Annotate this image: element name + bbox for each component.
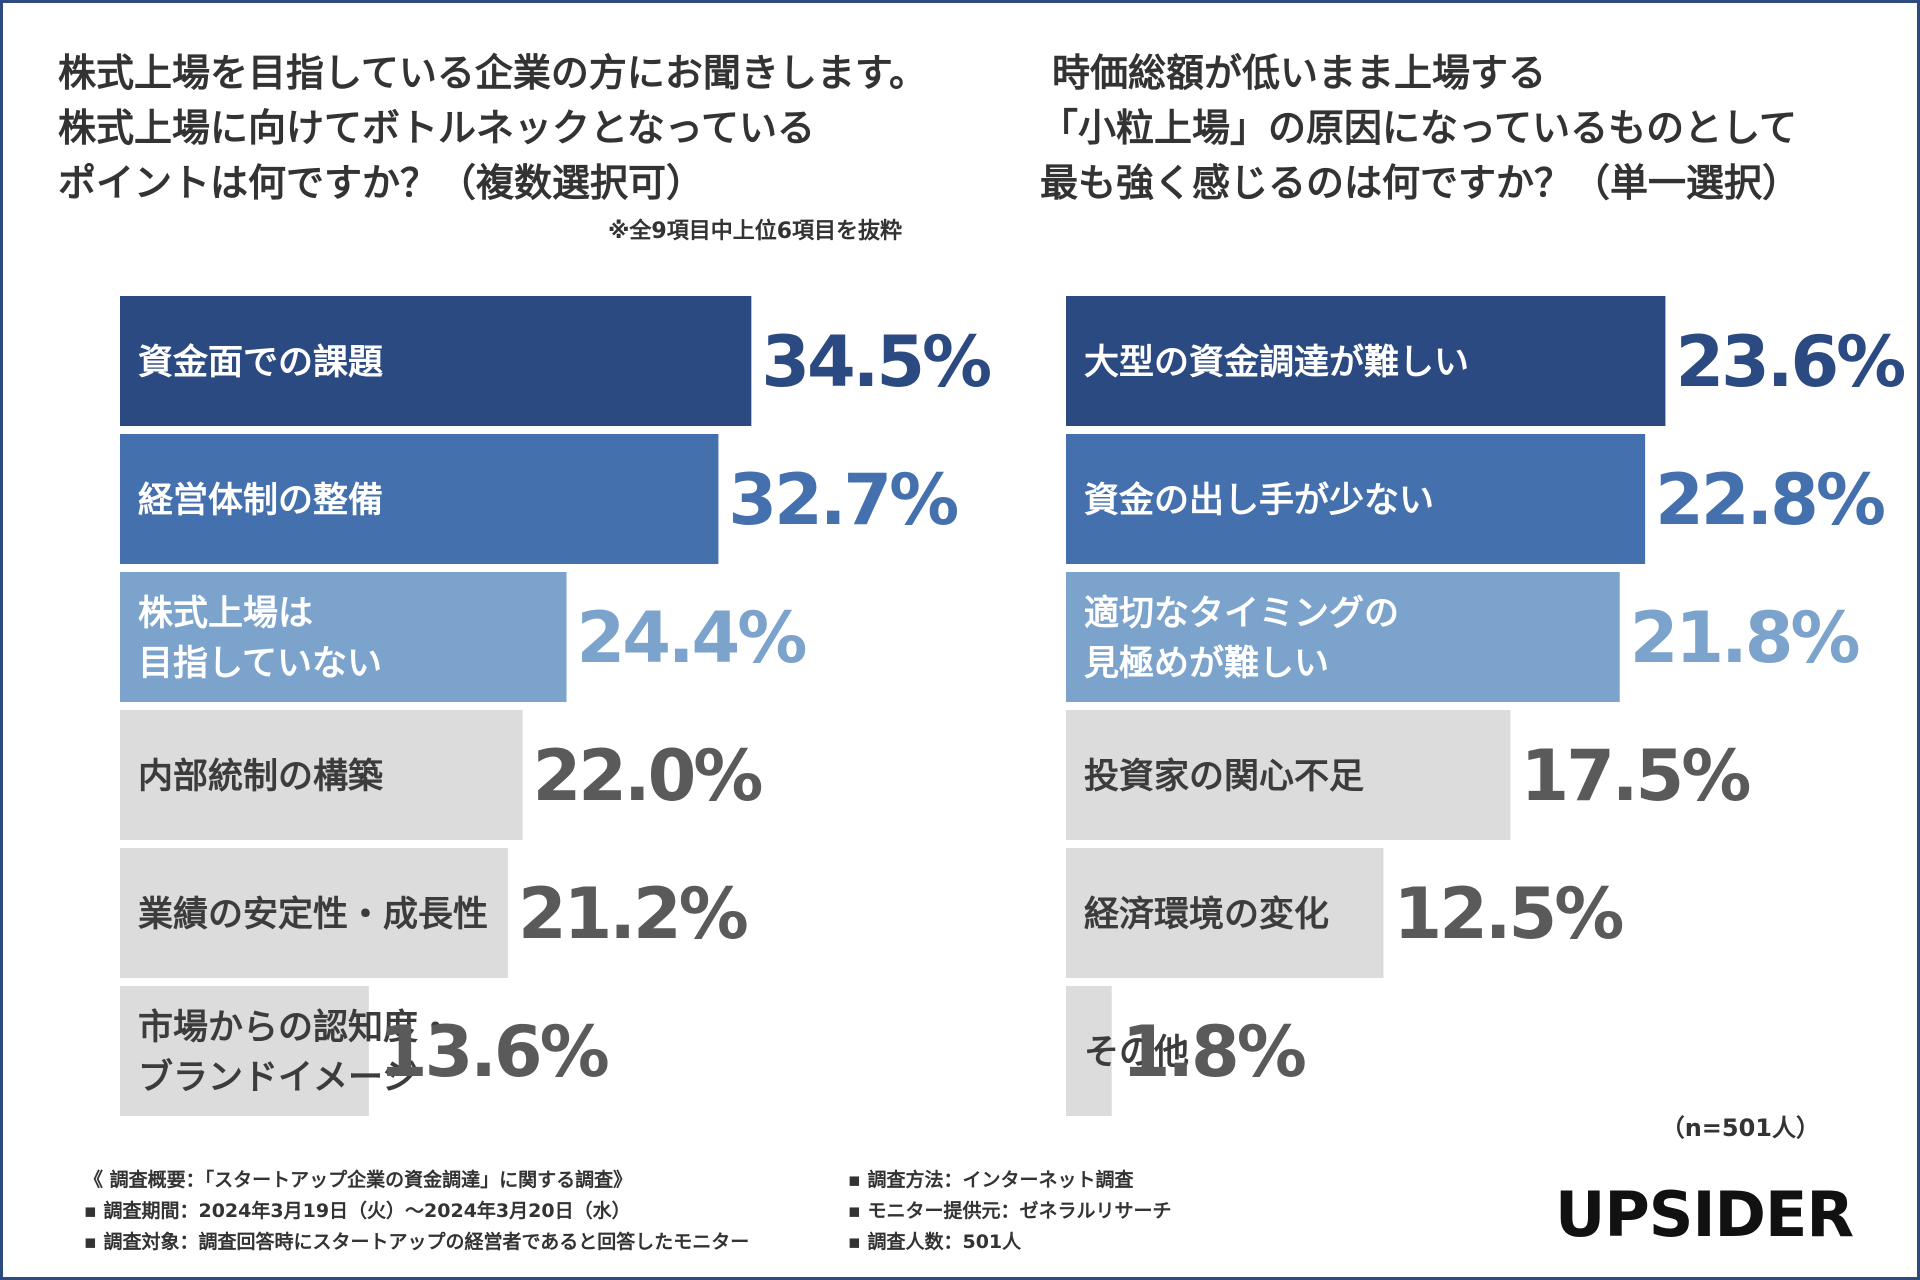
right-bar-2 xyxy=(1066,434,1646,564)
right-title-line: 時価総額が低いまま上場する xyxy=(1052,51,1547,95)
right-category-label-6: その他 xyxy=(1084,1033,1189,1073)
left-value-label-3: 24.4% xyxy=(577,597,806,679)
left-value-label-1: 34.5% xyxy=(761,321,990,403)
left-category-label-3: 目指していない xyxy=(138,644,382,684)
right-category-label-3: 見極めが難しい xyxy=(1084,644,1329,684)
left-category-label-6: 市場からの認知度・ xyxy=(138,1008,453,1048)
right-value-label-2: 22.8% xyxy=(1655,459,1884,541)
right-value-label-3: 21.8% xyxy=(1630,597,1859,679)
left-title-line: 株式上場を目指している企業の方にお聞きします。 xyxy=(58,51,928,95)
right-value-label-6: 1.8% xyxy=(1122,1011,1305,1093)
right-bar-1 xyxy=(1066,296,1666,426)
footer-line: ▪ 調査対象：調査回答時にスタートアップの経営者であると回答したモニター xyxy=(84,1231,750,1253)
left-value-label-2: 32.7% xyxy=(728,459,957,541)
right-category-label-5: 経済環境の変化 xyxy=(1084,894,1329,935)
right-category-label-3: 適切なタイミングの xyxy=(1084,594,1399,634)
left-bar-5 xyxy=(120,848,508,978)
right-bar-4 xyxy=(1066,710,1511,840)
left-chart-note: ※全9項目中上位6項目を抜粋 xyxy=(608,219,903,244)
footer-line: 《 調査概要：「スタートアップ企業の資金調達」に関する調査》 xyxy=(84,1169,633,1191)
left-category-label-5: 業績の安定性・成長性 xyxy=(138,895,488,935)
right-category-label-1: 大型の資金調達が難しい xyxy=(1084,342,1469,383)
right-bar-6 xyxy=(1066,986,1112,1116)
left-bar-4 xyxy=(120,710,523,840)
upsider-logo: UPSIDER xyxy=(1555,1178,1854,1251)
right-chart-title: 時価総額が低いまま上場する 「小粒上場」の原因になっているものとして 最も強く感… xyxy=(1040,46,1800,211)
survey-overview-right: ▪ 調査方法：インターネット調査 ▪ モニター提供元：ゼネラルリサーチ ▪ 調査… xyxy=(848,1165,1172,1258)
right-value-label-5: 12.5% xyxy=(1394,873,1623,955)
left-value-label-4: 22.0% xyxy=(533,735,762,817)
left-bar-2 xyxy=(120,434,719,564)
left-bar-3 xyxy=(120,572,567,702)
right-category-label-2: 資金の出し手が少ない xyxy=(1084,480,1434,521)
left-bar-6 xyxy=(120,986,369,1116)
left-category-label-1: 資金面での課題 xyxy=(138,342,383,383)
left-title-line: ポイントは何ですか？（複数選択可） xyxy=(58,161,705,205)
right-value-label-1: 23.6% xyxy=(1675,321,1904,403)
left-bar-1 xyxy=(120,296,752,426)
left-value-label-5: 21.2% xyxy=(518,873,747,955)
sample-size-label: （n=501人） xyxy=(1660,1114,1820,1142)
right-bar-3 xyxy=(1066,572,1620,702)
footer-line: ▪ 調査人数：501人 xyxy=(848,1231,1022,1253)
right-value-label-4: 17.5% xyxy=(1521,735,1750,817)
right-category-label-4: 投資家の関心不足 xyxy=(1084,757,1364,797)
right-bar-chart: 大型の資金調達が難しい 23.6% 資金の出し手が少ない 22.8% 適切なタイミングの… xyxy=(1066,296,1907,1116)
left-category-label-6: ブランドイメージ xyxy=(138,1057,417,1098)
right-title-line: 最も強く感じるのは何ですか？（単一選択） xyxy=(1040,161,1801,205)
left-category-label-2: 経営体制の整備 xyxy=(138,481,383,521)
left-chart-title: 株式上場を目指している企業の方にお聞きします。 株式上場に向けてボトルネックとな… xyxy=(58,46,927,211)
footer-line: ▪ モニター提供元：ゼネラルリサーチ xyxy=(848,1200,1172,1222)
left-category-label-4: 内部統制の構築 xyxy=(138,757,384,797)
left-title-line: 株式上場に向けてボトルネックとなっている xyxy=(58,106,815,150)
footer-line: ▪ 調査方法：インターネット調査 xyxy=(848,1169,1134,1191)
right-title-line: 「小粒上場」の原因になっているものとして xyxy=(1040,106,1797,150)
left-value-label-6: 13.6% xyxy=(379,1011,608,1093)
survey-overview-left: 《 調査概要：「スタートアップ企業の資金調達」に関する調査》 ▪ 調査期間：20… xyxy=(84,1165,749,1258)
right-bar-5 xyxy=(1066,848,1384,978)
footer-line: ▪ 調査期間：2024年3月19日（火）～2024年3月20日（水） xyxy=(84,1200,631,1222)
left-category-label-3: 株式上場は xyxy=(138,594,313,634)
